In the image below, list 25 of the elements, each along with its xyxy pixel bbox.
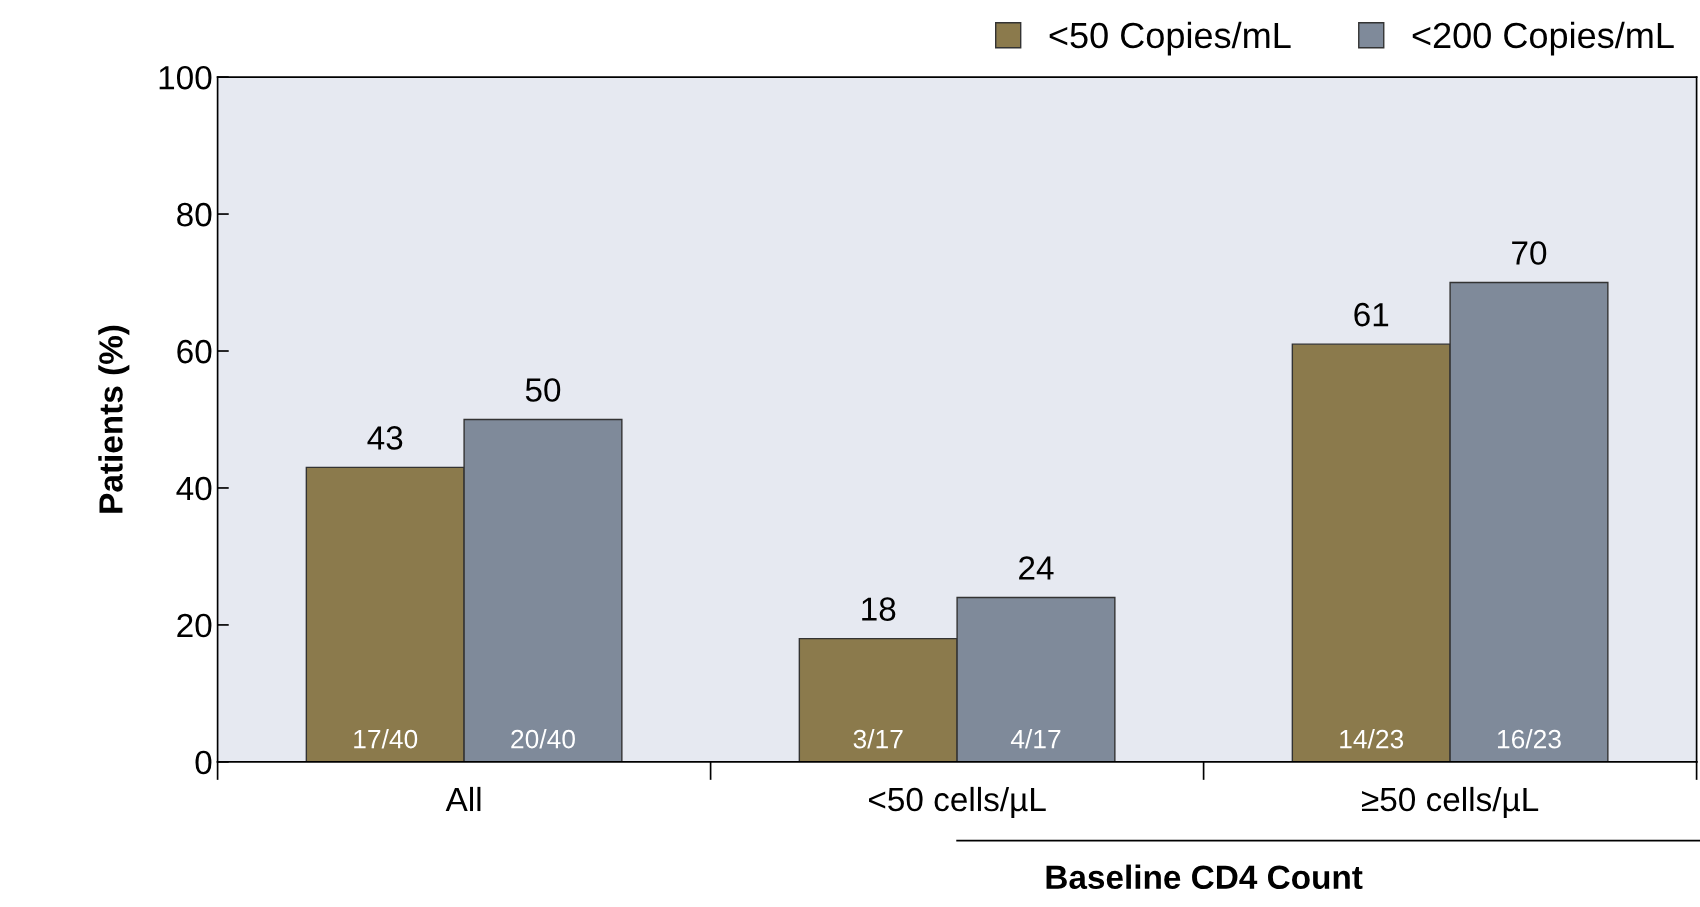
annotation: 20/40: [511, 729, 575, 749]
data-label: 70: [1512, 241, 1547, 265]
annotation: 17/40: [354, 729, 418, 749]
y-tick-label: 0: [195, 750, 212, 775]
y-tick-label: 100: [159, 65, 212, 90]
annotation: 16/23: [1497, 729, 1561, 749]
legend-label: <50 Copies/mL: [1049, 21, 1291, 56]
data-label: 50: [525, 378, 561, 402]
data-label: 18: [862, 597, 896, 621]
y-tick-label: 40: [176, 476, 212, 501]
text: Baseline CD4 Count: [1046, 864, 1363, 890]
data-label: 43: [367, 426, 403, 450]
y-axis-title: Patients (%): [98, 325, 130, 513]
data-label: 24: [1019, 556, 1054, 580]
annotation: 3/17: [853, 729, 903, 749]
y-tick-label: 60: [177, 339, 212, 364]
annotation: 14/23: [1340, 729, 1404, 749]
x-tick-label: <50 cells/µL: [869, 786, 1046, 818]
legend-label: <200 Copies/mL: [1412, 21, 1674, 56]
data-label: 61: [1354, 302, 1389, 327]
x-tick-label: All: [445, 786, 481, 812]
y-tick-label: 20: [177, 613, 212, 638]
x-tick-label: ≥50 cells/µL: [1362, 786, 1539, 818]
y-tick-label: 80: [177, 202, 212, 227]
annotation: 4/17: [1010, 729, 1061, 749]
